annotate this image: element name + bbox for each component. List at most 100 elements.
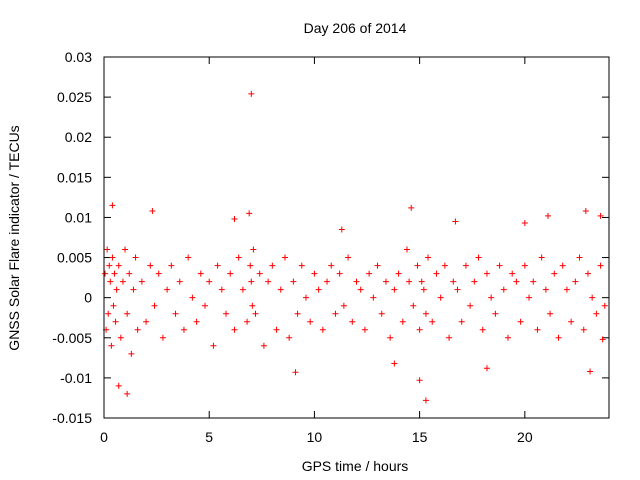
data-point: [239, 286, 246, 293]
data-point: [277, 286, 284, 293]
data-point: [420, 286, 427, 293]
data-point: [458, 318, 465, 325]
data-point: [382, 278, 389, 285]
data-point: [416, 377, 423, 384]
data-point: [108, 342, 115, 349]
data-point: [429, 318, 436, 325]
data-point: [471, 278, 478, 285]
y-tick-label: -0.015: [52, 410, 92, 426]
data-point: [273, 326, 280, 333]
data-point: [106, 262, 113, 269]
data-point: [102, 270, 109, 277]
data-point: [180, 326, 187, 333]
data-point: [416, 326, 423, 333]
data-point: [483, 270, 490, 277]
data-point: [246, 210, 253, 217]
data-point: [117, 334, 124, 341]
data-point: [349, 318, 356, 325]
data-point: [107, 278, 114, 285]
data-point: [576, 254, 583, 261]
data-point: [366, 270, 373, 277]
data-point: [404, 246, 410, 253]
data-point: [467, 302, 474, 309]
data-point: [597, 212, 604, 219]
data-point: [584, 270, 591, 277]
data-point: [176, 278, 183, 285]
data-point: [227, 270, 234, 277]
data-point: [599, 336, 606, 343]
data-point: [113, 286, 120, 293]
data-point: [374, 262, 381, 269]
data-point: [328, 262, 335, 269]
data-point: [244, 318, 251, 325]
x-tick-label: 10: [307, 429, 323, 445]
data-point: [589, 294, 596, 301]
data-point: [496, 262, 503, 269]
chart-title: Day 206 of 2014: [304, 20, 407, 36]
data-point: [193, 318, 200, 325]
data-point: [231, 326, 238, 333]
y-tick-label: -0.01: [60, 370, 92, 386]
data-point: [483, 365, 490, 372]
data-point: [159, 334, 166, 341]
data-point: [115, 382, 122, 389]
data-point: [112, 318, 119, 325]
data-point: [250, 246, 257, 253]
data-point: [303, 294, 309, 301]
data-point: [249, 302, 256, 309]
data-point: [587, 368, 594, 375]
y-tick-label: 0.005: [57, 250, 92, 266]
data-point: [517, 318, 524, 325]
data-point: [147, 262, 154, 269]
data-point: [361, 326, 368, 333]
data-point: [122, 246, 129, 253]
data-point: [104, 246, 111, 253]
data-point: [488, 294, 495, 301]
data-point: [128, 350, 135, 357]
y-tick-label: 0.03: [65, 49, 92, 65]
data-point: [441, 262, 448, 269]
x-tick-label: 5: [205, 429, 213, 445]
data-point: [206, 278, 213, 285]
data-point: [425, 254, 432, 261]
data-point: [572, 278, 579, 285]
data-point: [551, 270, 558, 277]
data-point: [547, 310, 554, 317]
data-point: [292, 369, 299, 376]
data-point: [338, 226, 345, 233]
data-point: [286, 334, 293, 341]
data-point: [538, 254, 545, 261]
data-point: [597, 262, 604, 269]
x-tick-label: 20: [517, 429, 533, 445]
data-point: [454, 286, 461, 293]
y-tick-label: 0.025: [57, 89, 92, 105]
data-point: [265, 278, 272, 285]
data-point: [256, 270, 263, 277]
data-point: [105, 310, 112, 317]
x-tick-label: 15: [412, 429, 428, 445]
data-point: [582, 208, 589, 215]
data-point: [164, 286, 171, 293]
data-point: [218, 286, 225, 293]
data-point: [601, 302, 608, 309]
data-point: [414, 262, 421, 269]
data-point: [433, 270, 440, 277]
data-point: [593, 310, 600, 317]
y-tick-label: 0.02: [65, 129, 92, 145]
data-point: [197, 270, 204, 277]
data-point: [235, 254, 242, 261]
data-point: [509, 270, 516, 277]
data-point: [437, 294, 444, 301]
data-point: [223, 310, 230, 317]
data-point: [315, 286, 322, 293]
data-point: [290, 278, 297, 285]
data-point: [357, 286, 364, 293]
y-tick-label: 0.01: [65, 209, 92, 225]
data-point: [124, 390, 131, 397]
data-point: [391, 286, 398, 293]
data-point: [260, 342, 267, 349]
x-axis-label: GPS time / hours: [302, 458, 409, 474]
data-point: [580, 326, 587, 333]
data-point: [492, 310, 499, 317]
y-axis-ticks: -0.015 -0.01 -0.005 0 0.005 0.01 0.015 0.02 0.02…: [52, 49, 609, 426]
